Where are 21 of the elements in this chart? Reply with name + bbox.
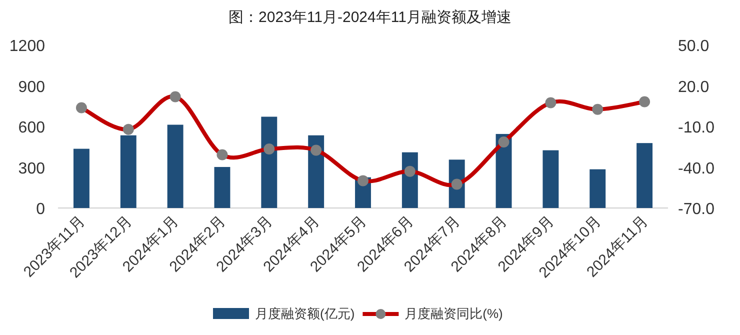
y2-tick-label: -40.0	[678, 160, 715, 178]
y-tick-label: 600	[18, 120, 46, 136]
legend-label: 月度融资额(亿元)	[255, 306, 355, 321]
bar	[73, 148, 90, 208]
y-tick-label: 300	[18, 160, 46, 178]
legend-label: 月度融资同比(%)	[404, 306, 503, 321]
bar	[261, 116, 278, 208]
y-tick-label: 0	[36, 201, 46, 218]
y-tick-label: 1200	[9, 38, 46, 55]
bar	[590, 169, 606, 208]
bar	[542, 150, 559, 208]
chart-title: 图：2023年11月-2024年11月融资额及增速	[228, 9, 512, 26]
bar	[167, 124, 184, 208]
bar	[120, 135, 136, 208]
y-tick-label: 900	[18, 78, 46, 96]
y2-tick-label: 20.0	[678, 78, 710, 96]
y2-tick-label: -10.0	[678, 120, 715, 136]
y2-tick-label: 50.0	[678, 38, 710, 55]
y2-tick-label: -70.0	[678, 201, 715, 218]
bar	[214, 166, 230, 208]
bar	[636, 143, 653, 208]
